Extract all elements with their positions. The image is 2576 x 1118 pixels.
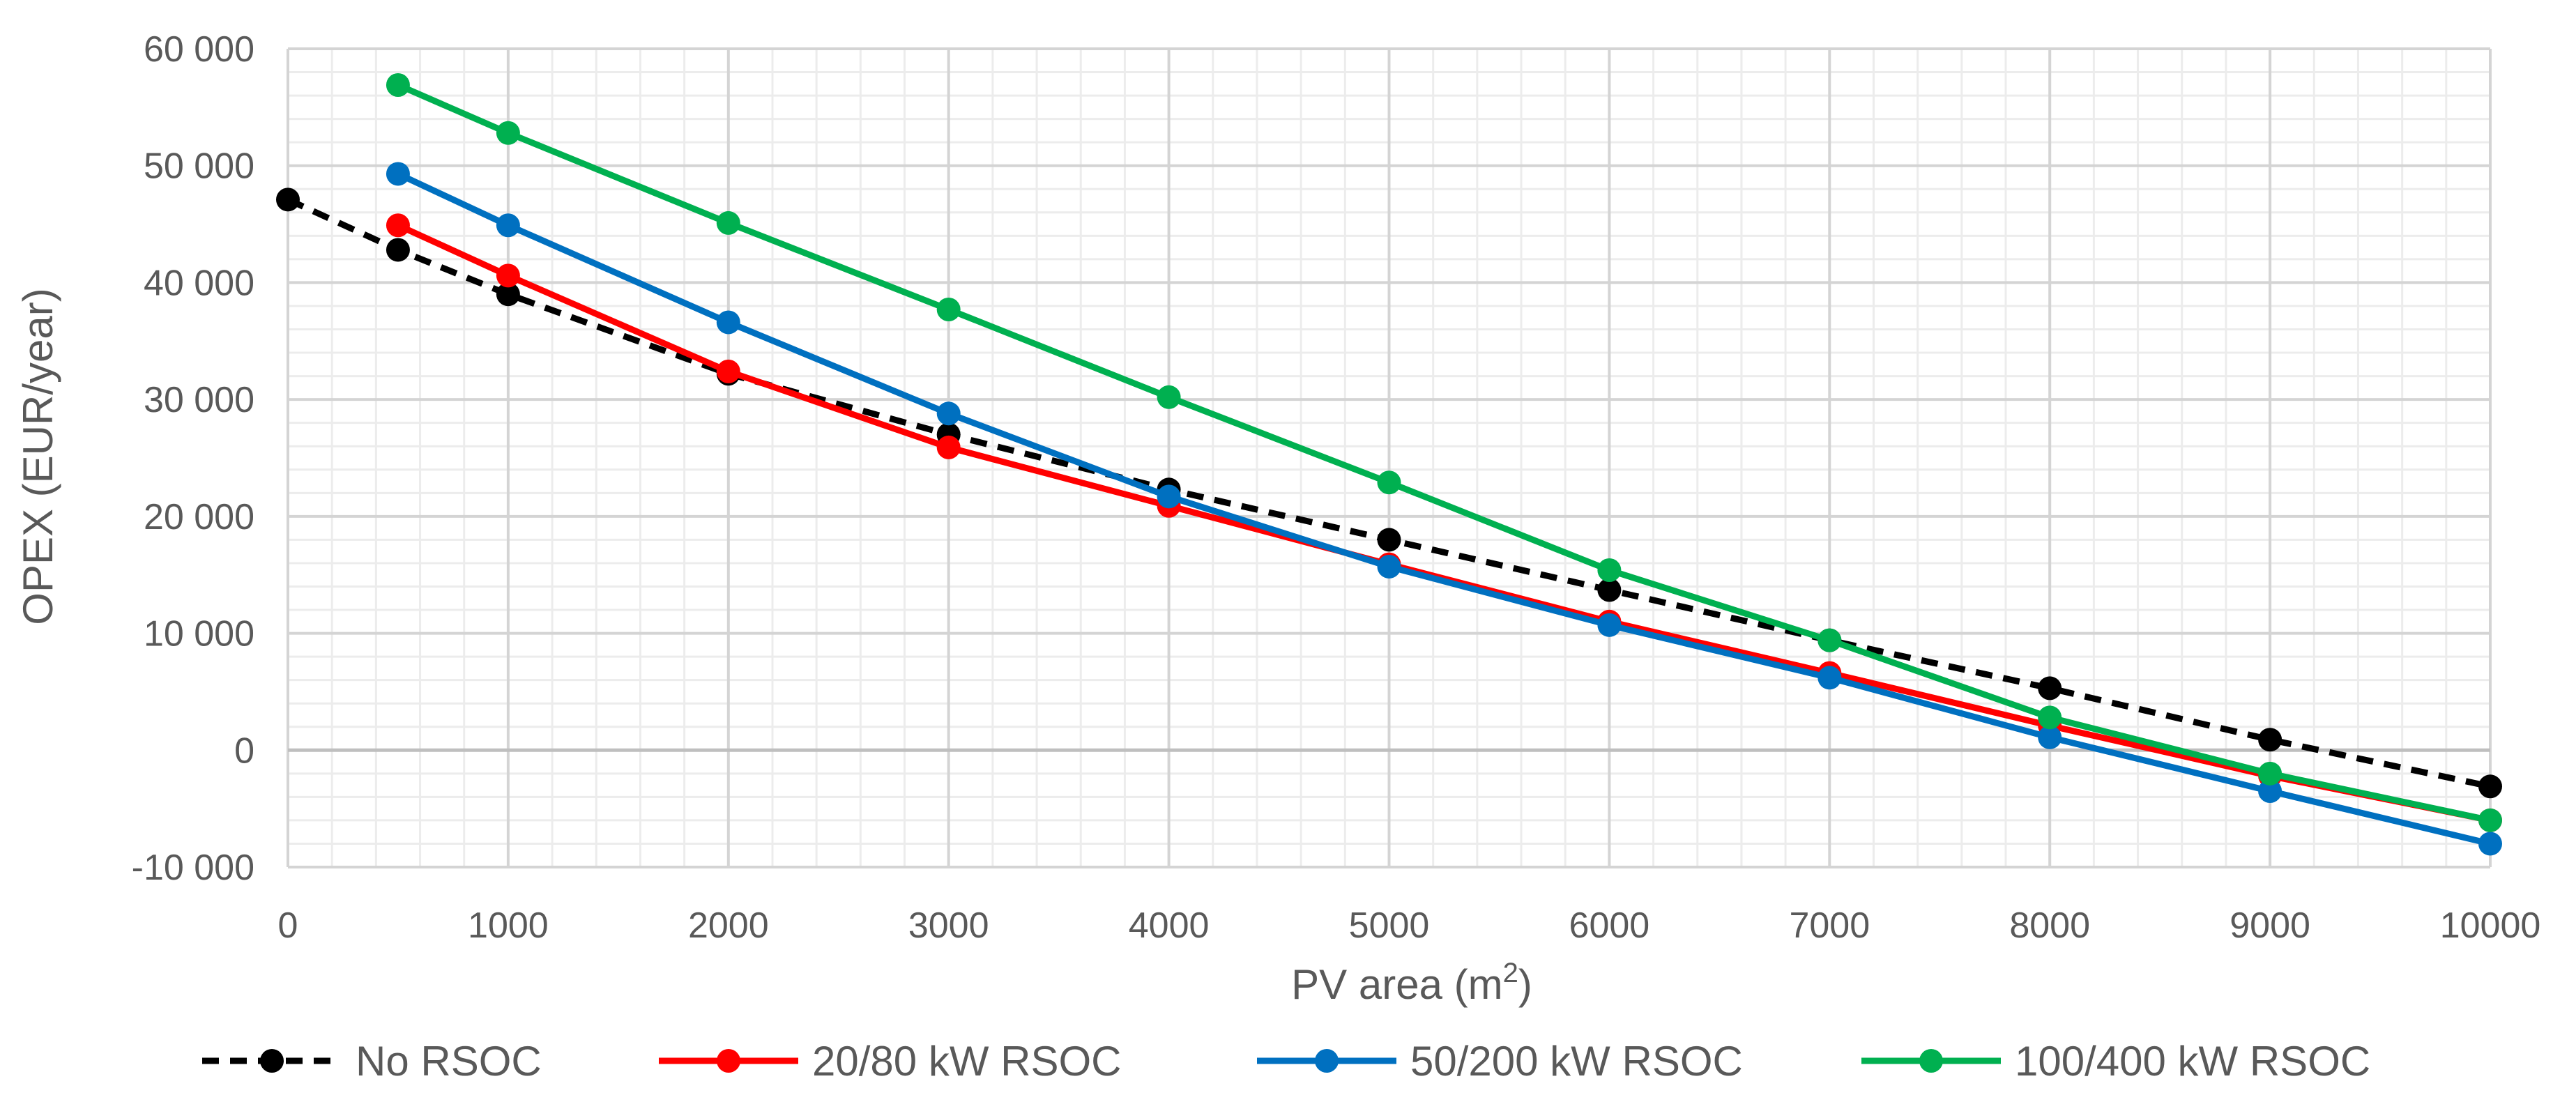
legend: No RSOC 20/80 kW RSOC 50/200 kW RSOC 100/40… (202, 1038, 2370, 1085)
series-line (397, 82, 2491, 824)
data-point (276, 187, 300, 212)
data-point (386, 162, 410, 186)
legend-item: 100/400 kW RSOC (1861, 1038, 2370, 1085)
data-point (716, 210, 740, 235)
series-line (287, 197, 2491, 790)
data-point (386, 238, 410, 262)
series-3 (386, 162, 2502, 856)
data-point (1597, 613, 1622, 637)
legend-label: 20/80 kW RSOC (812, 1038, 1121, 1085)
data-point (1817, 666, 1842, 690)
data-point (1157, 385, 1181, 409)
x-tick-label: 10000 (2440, 905, 2541, 946)
data-point (496, 282, 520, 307)
data-point (2038, 725, 2062, 749)
x-tick-label: 8000 (2009, 905, 2090, 946)
data-point (716, 359, 740, 383)
data-point (1377, 528, 1401, 552)
x-axis-title-end: ) (1518, 961, 1532, 1008)
series-line (397, 171, 2492, 847)
x-tick-label: 5000 (1349, 905, 1430, 946)
data-point (1157, 484, 1181, 509)
y-axis-tick-labels: -10 000 0 10 000 20 000 30 000 40 000 50 000 60… (132, 29, 254, 888)
legend-label: 50/200 kW RSOC (1410, 1038, 1743, 1085)
data-point (1597, 558, 1622, 583)
y-tick-label: 10 000 (144, 614, 254, 654)
legend-marker (260, 1049, 284, 1073)
data-point (496, 263, 520, 288)
x-tick-label: 4000 (1129, 905, 1210, 946)
data-point (386, 72, 410, 97)
x-tick-label: 2000 (688, 905, 769, 946)
y-tick-label: 20 000 (144, 497, 254, 537)
data-point (2478, 832, 2502, 856)
y-tick-label: 50 000 (144, 146, 254, 187)
x-tick-label: 0 (278, 905, 298, 946)
data-point (936, 298, 961, 322)
legend-item: 50/200 kW RSOC (1257, 1038, 1743, 1085)
y-tick-label: -10 000 (132, 848, 254, 888)
data-point (496, 213, 520, 238)
data-point (1377, 554, 1401, 579)
series-4 (386, 72, 2502, 832)
legend-item: No RSOC (202, 1038, 542, 1085)
y-tick-label: 30 000 (144, 380, 254, 420)
data-point (936, 401, 961, 426)
data-point (2258, 761, 2282, 786)
data-point (2478, 808, 2502, 832)
data-point (496, 121, 520, 145)
x-axis-tick-labels: 0 1000 2000 3000 4000 5000 6000 7000 8000 9000 100… (278, 905, 2541, 946)
y-tick-label: 40 000 (144, 263, 254, 303)
x-tick-label: 3000 (908, 905, 989, 946)
data-point (716, 310, 740, 335)
data-point (2478, 774, 2502, 799)
legend-marker (1315, 1049, 1339, 1073)
x-tick-label: 7000 (1789, 905, 1870, 946)
legend-marker (1919, 1049, 1943, 1073)
y-tick-label: 60 000 (144, 29, 254, 70)
data-point (2258, 779, 2282, 803)
x-axis-title: PV area (m2) (1291, 958, 1532, 1008)
data-point (1377, 470, 1401, 495)
data-point (1597, 578, 1622, 602)
y-axis-title: OPEX (EUR/year) (15, 288, 61, 625)
data-point (2038, 705, 2062, 730)
x-tick-label: 9000 (2230, 905, 2310, 946)
series-lines (276, 72, 2502, 856)
legend-item: 20/80 kW RSOC (659, 1038, 1121, 1085)
legend-label: No RSOC (356, 1038, 542, 1085)
data-point (1817, 628, 1842, 652)
x-tick-label: 6000 (1569, 905, 1650, 946)
legend-label: 100/400 kW RSOC (2015, 1038, 2370, 1085)
y-tick-label: 0 (234, 730, 254, 771)
x-axis-title-main: PV area (m (1291, 961, 1502, 1008)
data-point (386, 213, 410, 238)
legend-marker (717, 1049, 740, 1073)
x-tick-label: 1000 (468, 905, 549, 946)
data-point (2258, 728, 2282, 752)
x-axis-title-superscript: 2 (1503, 958, 1518, 988)
data-point (936, 435, 961, 459)
data-point (2038, 676, 2062, 700)
